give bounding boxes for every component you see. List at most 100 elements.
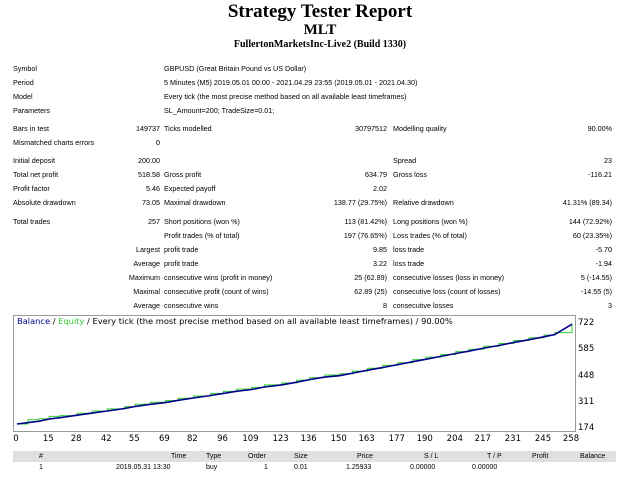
col-balance-header: Balance	[580, 453, 606, 460]
total-trades-value: 257	[148, 217, 160, 226]
chart-legend: Balance / Equity / Every tick (the most …	[17, 316, 453, 327]
total-net-profit-label: Total net profit	[13, 170, 59, 179]
avg-consecutive-losses-value: 3	[608, 301, 612, 310]
order-time: 2019.05.31 13:30	[116, 464, 171, 471]
modelling-quality-value: 90.00%	[587, 124, 612, 133]
legend-balance: Balance	[17, 316, 51, 326]
order-type: buy	[206, 464, 218, 471]
legend-description: / Every tick (the most precise method ba…	[84, 316, 453, 326]
parameters-label: Parameters	[13, 106, 51, 115]
relative-drawdown-value: 41.31% (89.34)	[562, 198, 612, 207]
order-number: 1	[39, 464, 43, 471]
legend-equity: Equity	[58, 316, 85, 326]
mismatch-value: 0	[156, 138, 160, 147]
x-tick-label: 28	[70, 434, 82, 444]
symbol-value: GBPUSD (Great Britain Pound vs US Dollar…	[164, 64, 307, 73]
x-tick-label: 204	[446, 434, 463, 444]
total-net-profit-value: 518.58	[138, 170, 160, 179]
initial-deposit-value: 200.00	[138, 156, 160, 165]
x-tick-label: 82	[186, 434, 198, 444]
initial-deposit-label: Initial deposit	[13, 156, 55, 165]
report-title: Strategy Tester Report	[227, 1, 413, 22]
average-label: Average	[133, 259, 160, 268]
x-tick-label: 177	[388, 434, 405, 444]
maximal-consecutive-profit-value: 62.89 (25)	[354, 287, 387, 296]
x-tick-label: 258	[562, 434, 580, 444]
average-profit-value: 3.22	[373, 259, 387, 268]
x-tick-label: 123	[272, 434, 289, 444]
x-tick-label: 217	[474, 434, 491, 444]
max-consecutive-wins-value: 25 (62.89)	[354, 273, 387, 282]
spread-value: 23	[604, 156, 612, 165]
gross-profit-label: Gross profit	[164, 170, 202, 179]
avg-consecutive-wins-label: consecutive wins	[164, 301, 219, 310]
total-trades-label: Total trades	[13, 217, 51, 226]
largest-label: Largest	[136, 245, 160, 254]
spread-label: Spread	[393, 156, 417, 165]
order-row: 1 2019.05.31 13:30 buy 1 0.01 1.25933 0.…	[13, 462, 616, 473]
orders-table: # Time Type Order Size Price S / L T / P…	[13, 451, 616, 473]
x-tick-label: 55	[128, 434, 140, 444]
expected-payoff-value: 2.02	[373, 184, 387, 193]
x-tick-label: 163	[358, 434, 375, 444]
col-price-header: Price	[357, 453, 373, 460]
maximal-drawdown-label: Maximal drawdown	[164, 198, 226, 207]
period-value: 5 Minutes (M5) 2019.05.01 00:00 - 2021.0…	[164, 78, 418, 87]
x-tick-label: 150	[330, 434, 347, 444]
average-loss-label: loss trade	[393, 259, 425, 268]
x-tick-label: 136	[300, 434, 317, 444]
max-consecutive-losses-label: consecutive losses (loss in money)	[393, 273, 505, 282]
average-profit-label: profit trade	[164, 259, 199, 268]
relative-drawdown-label: Relative drawdown	[393, 198, 454, 207]
largest-loss-label: loss trade	[393, 245, 425, 254]
maximal-consecutive-profit-label: consecutive profit (count of wins)	[164, 287, 269, 296]
maximal-consecutive-loss-label: consecutive loss (count of losses)	[393, 287, 501, 296]
order-price: 1.25933	[346, 464, 372, 471]
maximal-label: Maximal	[133, 287, 160, 296]
x-tick-label: 190	[416, 434, 433, 444]
gross-loss-value: -116.21	[588, 170, 612, 179]
model-value: Every tick (the most precise method base…	[164, 92, 407, 101]
max-consecutive-wins-label: consecutive wins (profit in money)	[164, 273, 273, 282]
symbol-label: Symbol	[13, 64, 37, 73]
absolute-drawdown-label: Absolute drawdown	[13, 198, 76, 207]
col-type-header: Type	[206, 453, 222, 460]
x-tick-label: 245	[534, 434, 552, 444]
parameters-value: SL_Amount=200; TradeSize=0.01;	[164, 106, 275, 115]
mismatch-label: Mismatched charts errors	[13, 138, 95, 147]
equity-line	[17, 323, 573, 425]
col-number-header: #	[39, 453, 43, 460]
order-tp: 0.00000	[472, 464, 498, 471]
y-tick-label: 448	[578, 370, 595, 381]
maximal-drawdown-value: 138.77 (29.75%)	[333, 198, 387, 207]
col-profit-header: Profit	[532, 453, 549, 460]
largest-profit-value: 9.85	[373, 245, 387, 254]
order-id: 1	[264, 464, 268, 471]
avg-consecutive-wins-value: 8	[383, 301, 387, 310]
col-tp-header: T / P	[487, 453, 502, 460]
balance-chart	[13, 315, 576, 432]
max-consecutive-losses-value: 5 (-14.55)	[580, 273, 612, 282]
profit-factor-label: Profit factor	[13, 184, 50, 193]
maximal-consecutive-loss-value: -14.55 (5)	[580, 287, 612, 296]
x-tick-label: 0	[13, 434, 19, 444]
bars-value: 149737	[136, 124, 160, 133]
long-positions-label: Long positions (won %)	[393, 217, 468, 226]
bars-label: Bars in test	[13, 124, 49, 133]
largest-profit-label: profit trade	[164, 245, 199, 254]
average-loss-value: -1.94	[595, 259, 612, 268]
short-positions-label: Short positions (won %)	[164, 217, 240, 226]
x-tick-label: 69	[158, 434, 170, 444]
largest-loss-value: -5.70	[595, 245, 612, 254]
profit-trades-label: Profit trades (% of total)	[164, 231, 240, 240]
x-tick-label: 96	[217, 434, 228, 444]
y-tick-label: 585	[578, 344, 595, 355]
loss-trades-label: Loss trades (% of total)	[393, 231, 467, 240]
long-positions-value: 144 (72.92%)	[568, 217, 612, 226]
gross-loss-label: Gross loss	[393, 170, 427, 179]
x-tick-label: 109	[242, 434, 259, 444]
orders-header-row: # Time Type Order Size Price S / L T / P…	[13, 451, 616, 462]
profit-factor-value: 5.46	[146, 184, 160, 193]
avg-consecutive-label: Average	[133, 301, 160, 310]
x-tick-label: 231	[504, 434, 521, 444]
